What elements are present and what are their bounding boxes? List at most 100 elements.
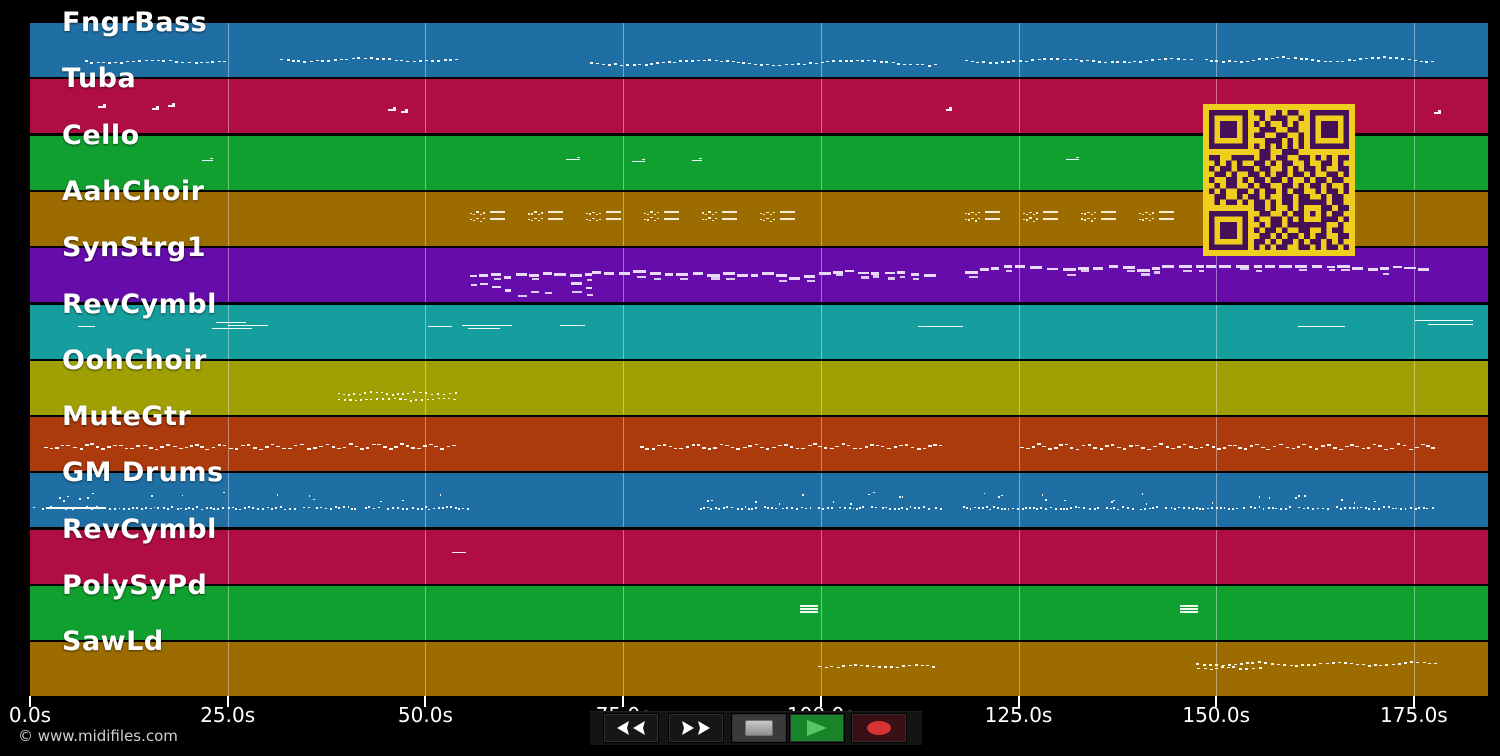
record-button[interactable]: [851, 713, 907, 743]
note-mark: [229, 447, 233, 450]
note-mark: [804, 275, 815, 278]
note-mark: [993, 506, 996, 509]
note-mark: [850, 60, 854, 62]
note-mark: [771, 64, 775, 67]
note-mark: [632, 64, 636, 66]
note-mark: [1210, 668, 1214, 671]
note-mark: [1258, 58, 1262, 60]
gridline: [425, 248, 427, 303]
note-mark: [997, 496, 1000, 498]
note-mark: [852, 507, 855, 510]
note-mark: [405, 445, 410, 447]
note-mark: [664, 210, 679, 213]
note-mark: [1295, 665, 1299, 667]
note-mark: [857, 271, 870, 275]
note-mark: [1090, 220, 1093, 222]
note-mark: [327, 60, 331, 62]
note-mark: [1117, 508, 1119, 511]
note-mark: [1127, 61, 1131, 64]
note-mark: [404, 398, 407, 401]
note-mark: [1176, 58, 1180, 60]
note-mark: [803, 63, 807, 66]
note-mark: [1391, 663, 1395, 666]
note-mark: [814, 62, 818, 65]
note-mark: [1239, 663, 1243, 665]
note-mark: [1162, 265, 1175, 268]
note-mark: [388, 58, 392, 60]
gridline: [425, 360, 427, 415]
note-mark: [1321, 507, 1324, 510]
axis-tick: [622, 696, 625, 707]
note-mark: [1304, 58, 1308, 60]
note-mark: [454, 392, 457, 394]
note-mark: [1084, 213, 1087, 215]
gridline: [425, 642, 427, 697]
note-mark: [632, 160, 645, 163]
note-mark: [1098, 61, 1102, 63]
note-mark: [168, 59, 172, 62]
stop-button[interactable]: [731, 713, 787, 743]
note-mark: [490, 210, 505, 213]
note-mark: [476, 211, 479, 213]
note-mark: [850, 502, 853, 505]
note-mark: [200, 508, 203, 511]
note-mark: [1402, 444, 1407, 447]
gridline: [1216, 529, 1218, 584]
note-mark: [1113, 499, 1116, 502]
note-mark: [1215, 667, 1219, 670]
note-mark: [854, 664, 858, 666]
note-mark: [797, 63, 801, 65]
gridline: [227, 473, 229, 528]
note-mark: [55, 447, 59, 449]
axis-tick: [1215, 696, 1218, 707]
note-mark: [691, 60, 695, 62]
note-mark: [455, 58, 459, 61]
note-mark: [833, 271, 844, 274]
note-mark: [1390, 447, 1394, 450]
note-mark: [673, 447, 678, 450]
note-mark: [1026, 213, 1029, 216]
note-mark: [1203, 667, 1207, 670]
note-mark: [965, 270, 978, 274]
note-mark: [1109, 507, 1112, 510]
note-mark: [1105, 445, 1109, 447]
rewind-button[interactable]: [603, 713, 659, 743]
note-mark: [836, 666, 840, 669]
note-mark: [778, 444, 782, 447]
play-button[interactable]: [789, 713, 845, 743]
track-label: AahChoir: [62, 175, 205, 207]
note-mark: [156, 106, 159, 108]
note-mark: [222, 444, 227, 447]
note-mark: [393, 107, 396, 109]
note-mark: [418, 60, 422, 62]
note-mark: [1228, 60, 1232, 62]
note-mark: [771, 507, 774, 509]
note-mark: [1377, 508, 1380, 511]
note-mark: [411, 447, 415, 449]
note-mark: [436, 393, 439, 395]
fast-forward-button[interactable]: [668, 713, 724, 743]
note-mark: [1210, 60, 1214, 62]
note-mark: [357, 57, 361, 59]
note-mark: [284, 508, 287, 511]
gridline: [1018, 135, 1020, 190]
note-mark: [1417, 268, 1430, 272]
note-mark: [901, 495, 904, 498]
gridline: [1413, 135, 1415, 190]
gridline: [1018, 304, 1020, 359]
note-mark: [1258, 667, 1262, 669]
note-mark: [904, 444, 909, 446]
note-mark: [772, 218, 775, 220]
note-mark: [1425, 445, 1430, 447]
axis-tick: [424, 696, 427, 707]
note-mark: [90, 443, 94, 445]
note-mark: [909, 506, 912, 509]
note-mark: [172, 445, 177, 448]
note-mark: [1134, 444, 1139, 447]
note-mark: [1327, 444, 1331, 446]
note-mark: [166, 444, 170, 446]
note-mark: [345, 58, 349, 61]
note-mark: [1053, 447, 1058, 449]
note-mark: [668, 61, 672, 63]
note-mark: [349, 443, 353, 445]
